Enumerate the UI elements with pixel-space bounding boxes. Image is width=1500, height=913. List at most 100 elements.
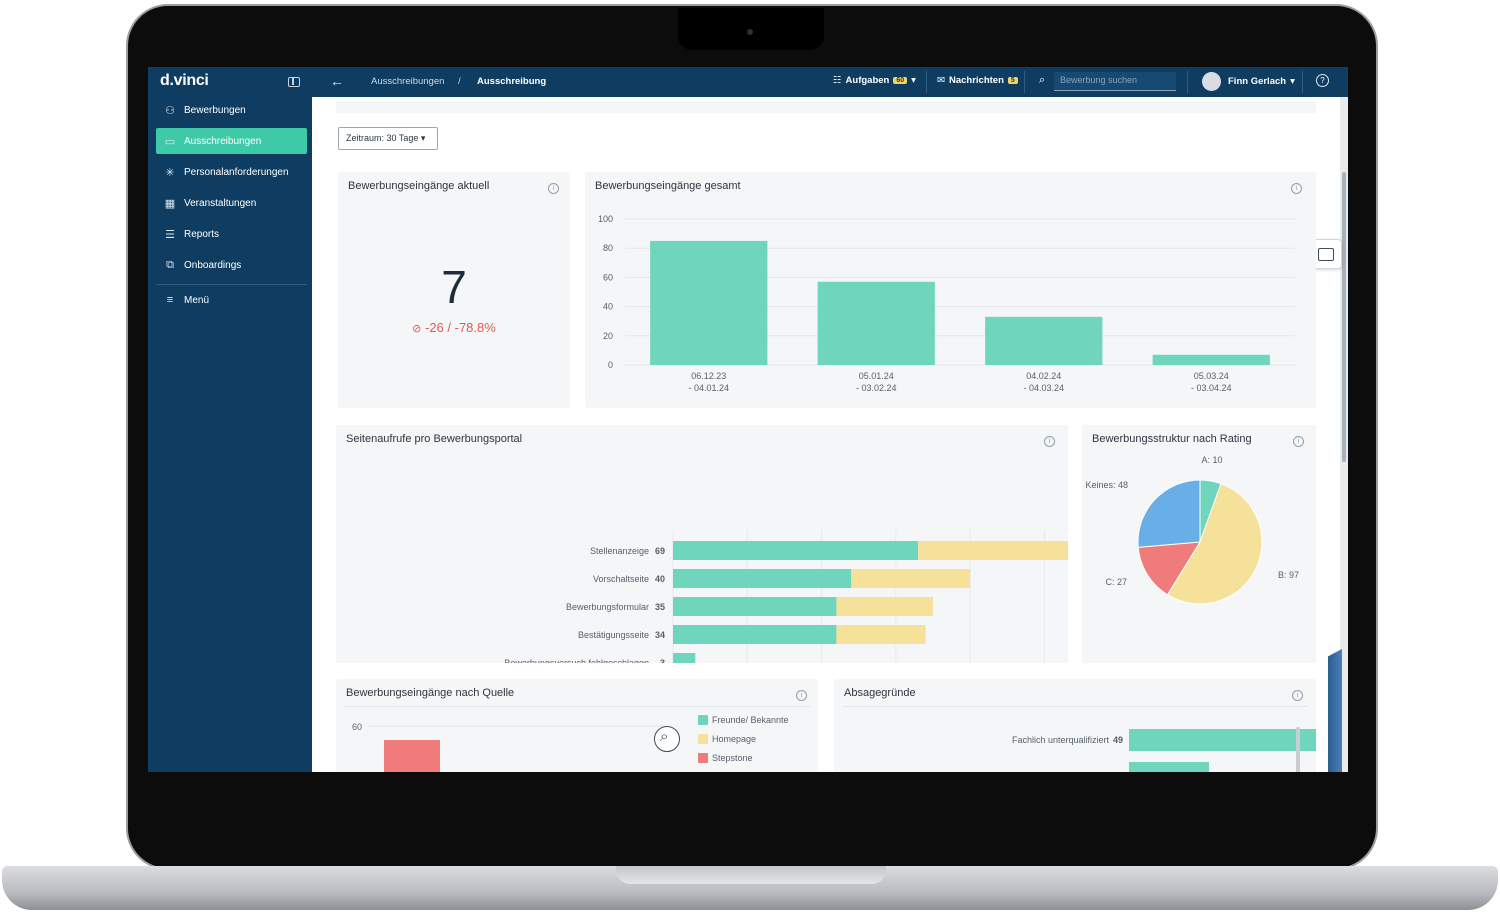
sidebar-item-onboardings[interactable]: ⧉ Onboardings bbox=[156, 252, 307, 278]
breadcrumb-current: Ausschreibung bbox=[477, 76, 547, 87]
card-divider bbox=[344, 706, 810, 707]
divider bbox=[926, 71, 927, 93]
total-bar bbox=[650, 240, 768, 365]
legend-swatch bbox=[698, 715, 708, 725]
app-logo[interactable]: d.vinci bbox=[160, 72, 209, 89]
sidebar-item-bewerbungen[interactable]: ⚇ Bewerbungen bbox=[156, 97, 307, 123]
sidebar-item-label: Onboardings bbox=[184, 259, 242, 271]
portal-bar-intranet bbox=[836, 625, 926, 644]
info-icon[interactable]: i bbox=[796, 690, 807, 701]
period-filter-dropdown[interactable]: Zeitraum: 30 Tage ▾ bbox=[338, 127, 438, 150]
tasks-menu[interactable]: ☷ Aufgaben 60 ▾ bbox=[833, 75, 916, 86]
tasks-label: Aufgaben bbox=[845, 75, 890, 86]
back-arrow-icon[interactable]: ← bbox=[330, 73, 344, 89]
card-source: Bewerbungseingänge nach Quelle i 60 Freu… bbox=[336, 679, 818, 772]
user-menu[interactable]: Finn Gerlach ▾ bbox=[1228, 76, 1295, 87]
legend-label: Freunde/ Bekannte bbox=[712, 715, 789, 725]
card-title: Seitenaufrufe pro Bewerbungsportal bbox=[346, 433, 523, 445]
top-bar: ← Ausschreibungen / Ausschreibung ☷ Aufg… bbox=[312, 67, 1348, 97]
legend-item[interactable]: Freunde/ Bekannte bbox=[698, 715, 789, 725]
y-tick-label: 100 bbox=[598, 214, 613, 224]
chevron-down-icon: ▾ bbox=[911, 75, 916, 86]
sidebar-item-reports[interactable]: ☰ Reports bbox=[156, 221, 307, 247]
portal-bar-intranet bbox=[918, 541, 1068, 560]
pie-slice-label: C: 27 bbox=[1105, 577, 1127, 587]
x-tick-label: 05.03.24 bbox=[1194, 371, 1229, 381]
legend-item[interactable]: Homepage bbox=[698, 734, 756, 744]
x-tick-label: 06.12.23 bbox=[691, 371, 726, 381]
legend-label: Homepage bbox=[712, 734, 757, 744]
total-bar-chart: 0 20 40 60 80 100 06.12.23 - 04.01.24 05.01.24 - … bbox=[598, 214, 1295, 393]
portal-bar-intranet bbox=[836, 597, 933, 616]
source-tick-label: 60 bbox=[352, 722, 362, 732]
pie-slice-keines bbox=[1137, 479, 1201, 548]
avatar[interactable] bbox=[1202, 72, 1221, 91]
portal-bar-homepage bbox=[673, 541, 919, 560]
card-divider bbox=[842, 706, 1308, 707]
y-tick-label: Bewerbungsformular bbox=[566, 602, 649, 612]
y-tick-label: Bewerbungsversuch fehlgeschlagen bbox=[504, 658, 649, 663]
breadcrumb-ausschreibungen[interactable]: Ausschreibungen bbox=[371, 76, 445, 87]
info-icon[interactable]: i bbox=[1292, 690, 1303, 701]
calendar-icon: ▦ bbox=[164, 197, 176, 210]
sidebar-item-label: Personalanforderungen bbox=[184, 166, 289, 178]
camera-icon bbox=[747, 29, 753, 35]
messages-badge: 5 bbox=[1007, 77, 1018, 84]
messages-label: Nachrichten bbox=[948, 75, 1004, 86]
user-name: Finn Gerlach bbox=[1228, 76, 1287, 87]
sidebar-menu-button[interactable]: ≡ Menü bbox=[156, 287, 307, 313]
portal-bar-homepage bbox=[673, 653, 696, 663]
x-tick-label: - 04.01.24 bbox=[688, 383, 729, 393]
card-total-applications: Bewerbungseingänge gesamt i 0 20 40 60 80 100… bbox=[585, 172, 1316, 408]
current-delta: ⊘ -26 / -78.8% bbox=[338, 320, 570, 335]
divider bbox=[1187, 71, 1188, 93]
info-icon[interactable]: i bbox=[1044, 436, 1055, 447]
messages-menu[interactable]: ✉ Nachrichten 5 bbox=[937, 75, 1018, 86]
sidebar-item-veranstaltungen[interactable]: ▦ Veranstaltungen bbox=[156, 190, 307, 216]
y-tick-label: 60 bbox=[603, 272, 613, 282]
scrollbar-thumb[interactable] bbox=[1342, 172, 1346, 462]
search-input[interactable]: Bewerbung suchen bbox=[1054, 72, 1176, 91]
x-tick-label: - 04.03.24 bbox=[1023, 383, 1064, 393]
sidebar-item-personalanforderungen[interactable]: ✳ Personalanforderungen bbox=[156, 159, 307, 185]
legend-item[interactable]: Stepstone bbox=[698, 753, 753, 763]
legend-swatch bbox=[698, 734, 708, 744]
x-tick-label: - 03.02.24 bbox=[856, 383, 897, 393]
card-title: Bewerbungseingänge gesamt bbox=[595, 180, 741, 192]
bar-total-label: 35 bbox=[655, 602, 665, 612]
breadcrumb-separator: / bbox=[458, 76, 461, 87]
y-tick-label: Bestätigungsseite bbox=[578, 630, 649, 640]
legend-label: Stepstone bbox=[712, 753, 753, 763]
bar-value-label: 49 bbox=[1113, 735, 1123, 745]
rejection-bar-chart: Fachlich unterqualifiziert 49 bbox=[1012, 729, 1316, 772]
person-icon: ⚇ bbox=[165, 104, 175, 117]
pie-slice-label: Keines: 48 bbox=[1085, 480, 1128, 490]
bar-total-label: 69 bbox=[655, 546, 665, 556]
total-bar bbox=[817, 281, 935, 365]
sidebar-item-label: Ausschreibungen bbox=[184, 135, 262, 147]
card-current-applications: Bewerbungseingänge aktuell i 7 ⊘ -26 / -… bbox=[338, 172, 570, 408]
portal-bar-intranet bbox=[851, 569, 971, 588]
tasks-icon: ☷ bbox=[833, 75, 842, 86]
help-icon[interactable]: ? bbox=[1316, 74, 1329, 87]
trend-down-icon: ⊘ bbox=[412, 323, 422, 335]
y-tick-label: 80 bbox=[603, 243, 613, 253]
folder-icon: ▭ bbox=[164, 135, 176, 148]
handshake-icon: ⧉ bbox=[166, 258, 174, 271]
y-tick-label: 40 bbox=[603, 302, 613, 312]
sidebar-item-ausschreibungen[interactable]: ▭ Ausschreibungen bbox=[156, 128, 307, 154]
card-scrollbar[interactable] bbox=[1296, 727, 1300, 772]
sidebar-divider bbox=[156, 284, 307, 285]
info-icon[interactable]: i bbox=[548, 183, 559, 194]
rejection-bar bbox=[1129, 762, 1209, 772]
sidebar-collapse-icon[interactable] bbox=[288, 77, 300, 87]
info-icon[interactable]: i bbox=[1293, 436, 1304, 447]
info-icon[interactable]: i bbox=[1291, 183, 1302, 194]
sidebar-item-label: Bewerbungen bbox=[184, 104, 246, 116]
zoom-reset-icon[interactable] bbox=[654, 726, 680, 752]
envelope-icon: ✉ bbox=[937, 75, 945, 86]
search-icon[interactable]: ⌕ bbox=[1039, 74, 1046, 86]
total-bar bbox=[985, 316, 1103, 365]
x-tick-label: - 03.04.24 bbox=[1191, 383, 1232, 393]
